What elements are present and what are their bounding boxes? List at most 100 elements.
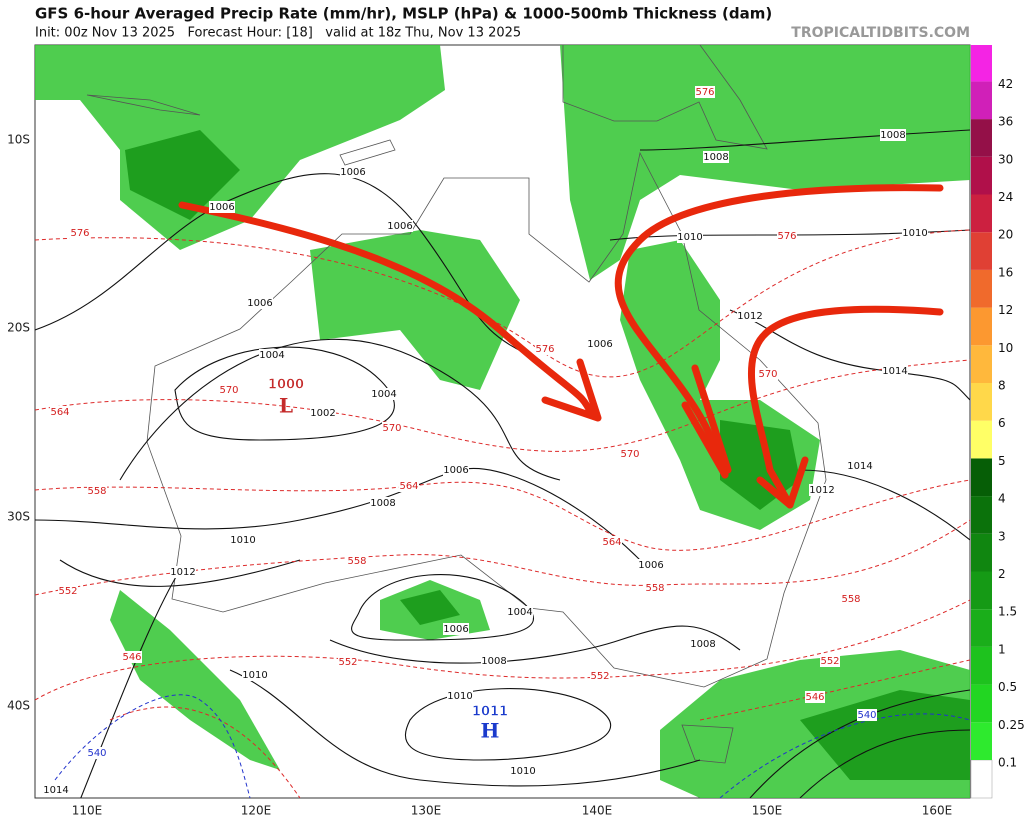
colorbar-segment (971, 45, 992, 82)
thickness-label: 546 (122, 652, 141, 663)
thickness-label-bg (70, 227, 90, 239)
isobar-label: 1008 (690, 639, 715, 650)
isobar-label-bg (247, 297, 273, 309)
lat-label: 20S (7, 321, 30, 335)
thickness-label: 552 (820, 656, 839, 667)
isobar-label-bg (310, 407, 336, 419)
coastlines (86, 45, 827, 764)
isobar-label: 1014 (847, 461, 872, 472)
lon-label: 110E (72, 804, 103, 818)
lat-label: 30S (7, 510, 30, 524)
precip-heavy (125, 130, 970, 780)
site-name: TROPICALTIDBITS.COM (791, 25, 970, 41)
thickness-label: 546 (805, 692, 824, 703)
lon-label: 150E (752, 804, 783, 818)
thickness-label-bg (695, 86, 715, 98)
colorbar-label: 6 (998, 416, 1006, 430)
colorbar-label: 3 (998, 529, 1006, 543)
colorbar-label: 1.5 (998, 605, 1017, 619)
isobar-label-bg (587, 338, 613, 350)
isobar-label-bg (638, 559, 664, 571)
isobar-label-bg (882, 365, 908, 377)
colorbar-segment (971, 496, 992, 534)
thickness-label-bg (535, 343, 555, 355)
colorbar-label: 5 (998, 454, 1006, 468)
isobar-label-bg (443, 623, 469, 635)
thickness-label: 540 (857, 710, 876, 721)
colorbar-label: 8 (998, 379, 1006, 393)
colorbar-label: 1 (998, 642, 1006, 656)
colorbar-segment (971, 722, 992, 760)
thickness-label: 558 (347, 556, 366, 567)
colorbar-label: 42 (998, 77, 1013, 91)
colorbar-segment (970, 759, 993, 799)
pressure-symbol: L (279, 394, 293, 418)
isobar-label-bg (43, 784, 69, 796)
isobar-label: 1010 (242, 670, 267, 681)
colorbar-segment (971, 156, 992, 195)
thickness-label-bg (820, 655, 840, 667)
colorbar-label: 12 (998, 303, 1013, 317)
isobar-label: 1004 (371, 389, 396, 400)
lon-label: 140E (582, 804, 613, 818)
thickness-label: 564 (50, 407, 69, 418)
isobar-label: 1006 (443, 465, 468, 476)
isobar-label: 1012 (809, 485, 834, 496)
thickness-label: 540 (87, 748, 106, 759)
isobar-label-bg (847, 460, 873, 472)
thickness-label-bg (602, 536, 622, 548)
isobar-label-bg (703, 151, 729, 163)
colorbar-label: 0.1 (998, 756, 1017, 770)
colorbar-segment (971, 533, 992, 572)
thickness-label: 576 (70, 228, 89, 239)
thickness-label-bg (758, 368, 778, 380)
lat-label: 10S (7, 133, 30, 147)
isobar-label: 1012 (737, 311, 762, 322)
colorbar-segment (971, 194, 992, 233)
lon-label: 120E (241, 804, 272, 818)
map: 1006 1006 1006 1006 1004 1002 1004 1006 1008 1010… (34, 44, 971, 799)
colorbar-label: 2 (998, 567, 1006, 581)
colorbar-segment (971, 383, 992, 421)
isobar-label-bg (340, 166, 366, 178)
isobar-label: 1010 (447, 691, 472, 702)
thickness-label: 570 (758, 369, 777, 380)
thickness-label: 552 (590, 671, 609, 682)
title: GFS 6-hour Averaged Precip Rate (mm/hr),… (35, 5, 772, 23)
isobar-label-bg (242, 669, 268, 681)
thickness-label-bg (50, 406, 70, 418)
colorbar-label: 24 (998, 190, 1013, 204)
isobar-label-bg (737, 310, 763, 322)
colorbar-label: 16 (998, 265, 1013, 279)
isobar-label-bg (677, 231, 703, 243)
isobar-label: 1008 (370, 498, 395, 509)
lat-label: 40S (7, 699, 30, 713)
isobar-label-bg (880, 129, 906, 141)
isobar-label: 1008 (703, 152, 728, 163)
isobar-label: 1006 (387, 221, 412, 232)
thickness-label: 558 (645, 583, 664, 594)
isobar-label-bg (809, 484, 835, 496)
isobar-label-bg (690, 638, 716, 650)
thickness-label: 576 (695, 87, 714, 98)
isobar-label: 1008 (880, 130, 905, 141)
isobar-label-bg (481, 655, 507, 667)
annotation-arrows (178, 184, 944, 509)
pressure-symbol: H (481, 719, 500, 743)
thickness-label: 576 (535, 344, 554, 355)
thickness-label: 558 (87, 486, 106, 497)
thickness-label-bg (857, 709, 877, 721)
thickness-label-bg (620, 448, 640, 460)
pressure-value: 1000 (268, 378, 304, 393)
thickness-label-bg (805, 691, 825, 703)
isobar-label: 1006 (638, 560, 663, 571)
thickness-label-bg (87, 747, 107, 759)
colorbar-label: 4 (998, 492, 1006, 506)
colorbar-segment (971, 269, 992, 308)
thickness-label-bg (382, 422, 402, 434)
lon-label: 130E (411, 804, 442, 818)
isobar-label-bg (507, 606, 533, 618)
colorbar-segment (971, 458, 992, 497)
isobar-label: 1006 (209, 202, 234, 213)
